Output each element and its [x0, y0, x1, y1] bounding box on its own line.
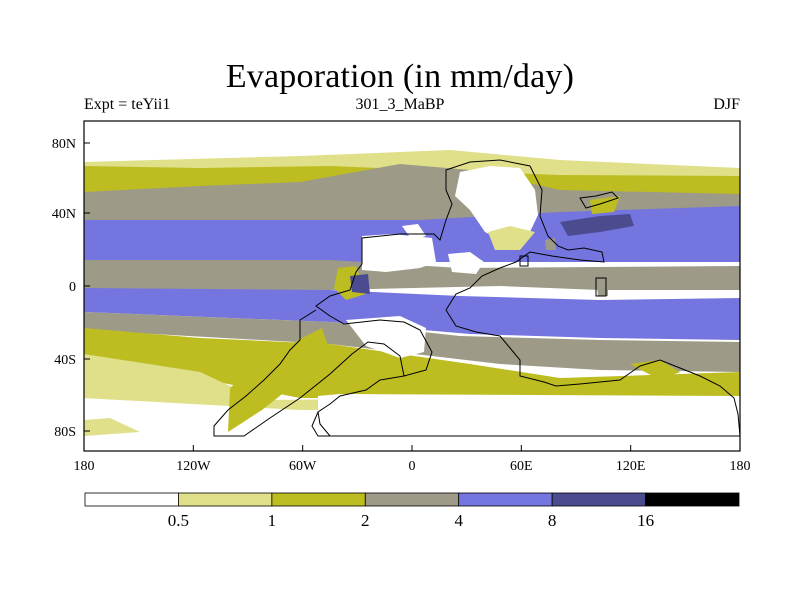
x-tick-label: 120W: [176, 459, 211, 474]
colorbar-swatch: [458, 492, 553, 507]
y-tick-label: 80N: [52, 137, 76, 152]
colorbar-swatch: [84, 492, 179, 507]
x-tick-label: 60E: [510, 459, 533, 474]
colorbar-swatch: [364, 492, 460, 507]
x-tick-label: 120E: [616, 459, 646, 474]
x-tick-label: 180: [74, 459, 95, 474]
season-label: DJF: [713, 96, 740, 113]
colorbar-swatch: [645, 492, 740, 507]
evaporation-field: [84, 121, 740, 451]
x-axis: 180 120W 60W 0 60E 120E 180: [74, 445, 751, 474]
colorbar-label: 0.5: [168, 511, 189, 530]
colorbar-swatch: [178, 492, 273, 507]
x-tick-label: 180: [730, 459, 751, 474]
coastline: [213, 159, 740, 437]
colorbar-label: 4: [454, 511, 463, 530]
plot-title: Evaporation (in mm/day): [225, 58, 575, 95]
colorbar-label: 8: [548, 511, 557, 530]
y-axis: 80N 40N 0 40S 80S: [52, 137, 90, 440]
y-tick-label: 80S: [54, 425, 76, 440]
colorbar-swatch: [551, 492, 646, 507]
y-tick-label: 40N: [52, 207, 76, 222]
time-label: 301_3_MaBP: [355, 96, 445, 113]
colorbar: 0.5 1 2 4 8 16: [84, 492, 740, 530]
colorbar-label: 2: [361, 511, 370, 530]
y-tick-label: 40S: [54, 353, 76, 368]
x-tick-label: 0: [409, 459, 416, 474]
x-tick-label: 60W: [289, 459, 317, 474]
colorbar-label: 16: [637, 511, 654, 530]
colorbar-label: 1: [268, 511, 277, 530]
experiment-label: Expt = teYii1: [84, 96, 171, 113]
y-tick-label: 0: [69, 280, 76, 295]
colorbar-swatch: [271, 492, 366, 507]
